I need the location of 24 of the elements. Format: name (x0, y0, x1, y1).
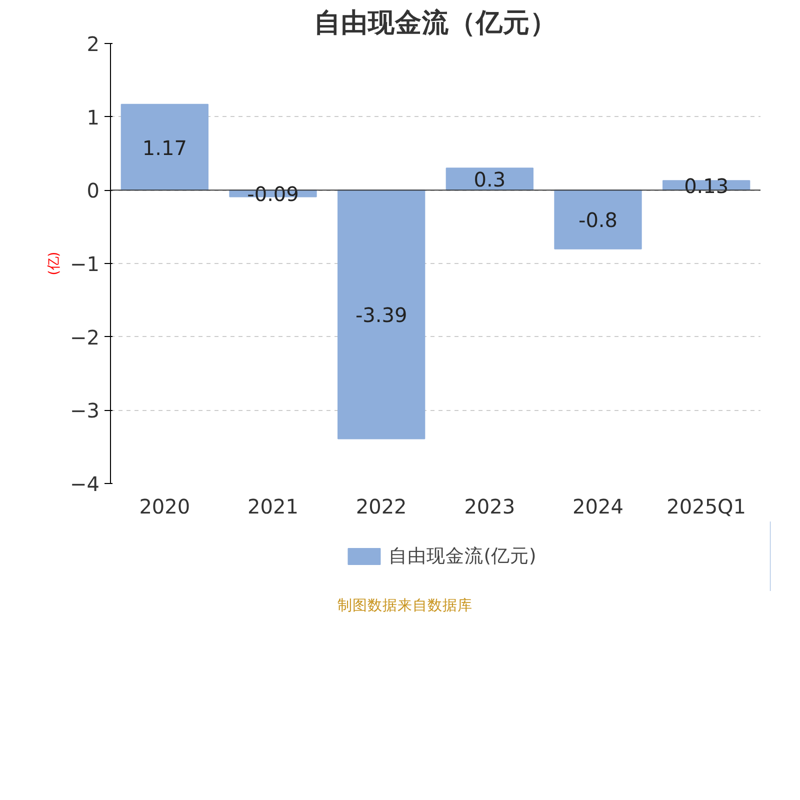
data-label: -0.8 (578, 208, 618, 232)
x-tick-label: 2025Q1 (666, 494, 746, 518)
legend-label: 自由现金流(亿元) (388, 545, 536, 569)
y-tick-label: −3 (70, 398, 100, 423)
y-tick-label: −4 (70, 472, 100, 496)
data-label: 0.3 (474, 168, 506, 192)
data-label: 1.17 (142, 136, 187, 160)
y-tick-label: 1 (86, 105, 100, 130)
y-tick-label: 0 (86, 178, 100, 203)
bar (338, 190, 426, 440)
x-tick-label: 2024 (572, 494, 624, 518)
x-tick-label: 2020 (139, 494, 190, 518)
y-axis-title: (亿) (47, 252, 62, 276)
y-tick-label: −1 (70, 252, 100, 276)
y-tick-label: 2 (86, 32, 100, 56)
data-label: -3.39 (355, 302, 408, 327)
bar (554, 190, 642, 250)
x-tick-label: 2023 (464, 494, 516, 518)
text: 制图数据来自数据库 (338, 596, 472, 616)
chart-title: 自由现金流（亿元） (314, 8, 557, 38)
x-tick-label: 2021 (248, 494, 298, 518)
y-tick-label: −2 (70, 325, 100, 350)
bar (120, 104, 208, 191)
x-tick-label: 2022 (356, 494, 407, 518)
